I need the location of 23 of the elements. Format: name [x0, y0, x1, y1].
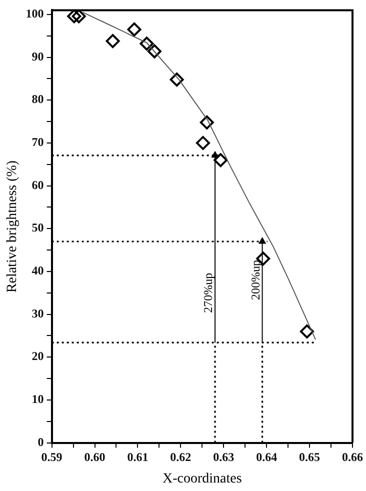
annotation: 270%up — [201, 272, 216, 313]
x-axis-title: X-coordinates — [162, 471, 242, 486]
x-tick-label: 0.64 — [256, 450, 278, 464]
y-tick-label: 80 — [32, 92, 44, 106]
y-tick-label: 50 — [32, 220, 44, 235]
y-tick-label: 70 — [32, 135, 44, 150]
y-tick-label: 0 — [38, 434, 44, 449]
y-tick-label: 100 — [26, 6, 44, 21]
x-tick-label: 0.59 — [41, 450, 62, 464]
y-tick-label: 30 — [32, 306, 44, 320]
annotation: 200%up — [248, 260, 262, 300]
text: 0.60 — [84, 450, 106, 464]
x-tick-label: 0.62 — [170, 450, 192, 464]
y-tick-label: 20 — [32, 349, 44, 364]
y-tick-label: 10 — [32, 392, 44, 406]
x-tick-label: 0.63 — [213, 450, 234, 464]
y-axis-title: Relative brightness (%) — [5, 160, 20, 293]
x-tick-label: 0.66 — [342, 450, 363, 464]
x-tick-label: 0.61 — [127, 450, 148, 464]
y-tick-label: 60 — [32, 178, 44, 192]
x-tick-label: 0.65 — [299, 450, 320, 464]
y-tick-label: 90 — [32, 49, 44, 64]
y-tick-label: 40 — [32, 264, 44, 278]
